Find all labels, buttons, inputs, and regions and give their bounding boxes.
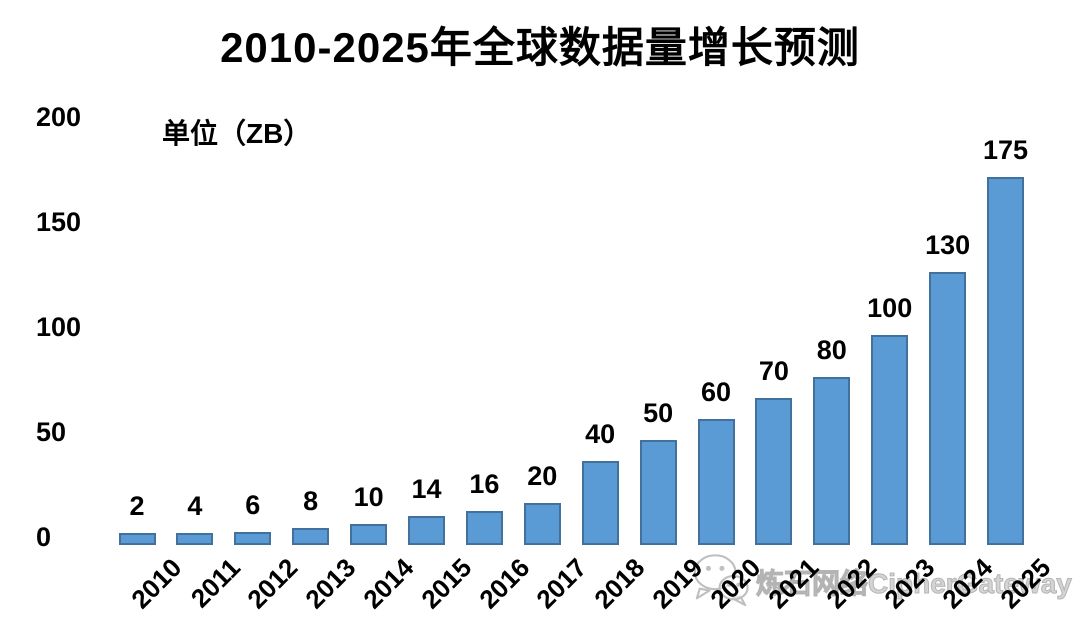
y-tick-label: 150 (36, 207, 82, 237)
bar-value-label: 2 (129, 491, 145, 521)
bar (118, 533, 156, 545)
year-label: 2014 (357, 552, 420, 615)
year-label: 2017 (530, 552, 593, 615)
bar-value-label: 16 (469, 469, 500, 499)
year-label: 2015 (414, 552, 478, 615)
bar-value-label: 130 (925, 230, 971, 260)
bar (465, 511, 503, 545)
bar-value-label: 70 (758, 356, 789, 386)
y-tick-label: 50 (36, 417, 67, 447)
bar-value-label: 175 (982, 135, 1029, 165)
bar-value-label: 50 (643, 398, 674, 428)
bar (929, 272, 967, 545)
bar (987, 177, 1024, 545)
bar-value-label: 20 (527, 461, 558, 491)
bar (292, 528, 330, 545)
bar (581, 461, 619, 545)
year-label: 2010 (125, 552, 188, 615)
year-label: 2013 (299, 552, 362, 615)
bar (350, 524, 388, 545)
chart-title: 2010-2025年全球数据量增长预测 (220, 24, 860, 71)
year-label: 2024 (936, 552, 999, 615)
year-label: 2012 (241, 552, 304, 615)
bar (639, 440, 677, 545)
year-label: 2019 (646, 552, 709, 615)
y-tick-label: 200 (36, 102, 82, 132)
bar (813, 377, 851, 545)
unit-label: 单位（ZB） (162, 118, 312, 149)
year-label: 2018 (588, 552, 651, 615)
year-label: 2023 (878, 552, 941, 615)
year-label: 2022 (820, 552, 883, 615)
bar-value-label: 8 (303, 486, 319, 516)
bar (523, 503, 561, 545)
bar-value-label: 14 (411, 474, 442, 504)
year-label: 2011 (184, 552, 246, 614)
y-tick-label: 0 (36, 522, 52, 552)
bar (871, 335, 909, 545)
bar-value-label: 60 (700, 377, 732, 407)
y-tick-label: 100 (36, 312, 82, 342)
bar (697, 419, 735, 545)
bar-value-label: 4 (187, 491, 203, 521)
year-label: 2016 (472, 552, 535, 615)
year-label: 2025 (993, 552, 1057, 615)
bar-value-label: 40 (585, 419, 616, 449)
bar (176, 533, 214, 545)
year-label: 2021 (762, 552, 825, 615)
bar-value-label: 10 (353, 482, 384, 512)
bar-value-label: 6 (245, 490, 261, 520)
bar (234, 532, 272, 545)
year-label: 2020 (704, 552, 767, 615)
bar-value-label: 80 (816, 335, 847, 365)
bar (408, 516, 445, 545)
bar-value-label: 100 (867, 293, 913, 323)
bar (755, 398, 793, 545)
